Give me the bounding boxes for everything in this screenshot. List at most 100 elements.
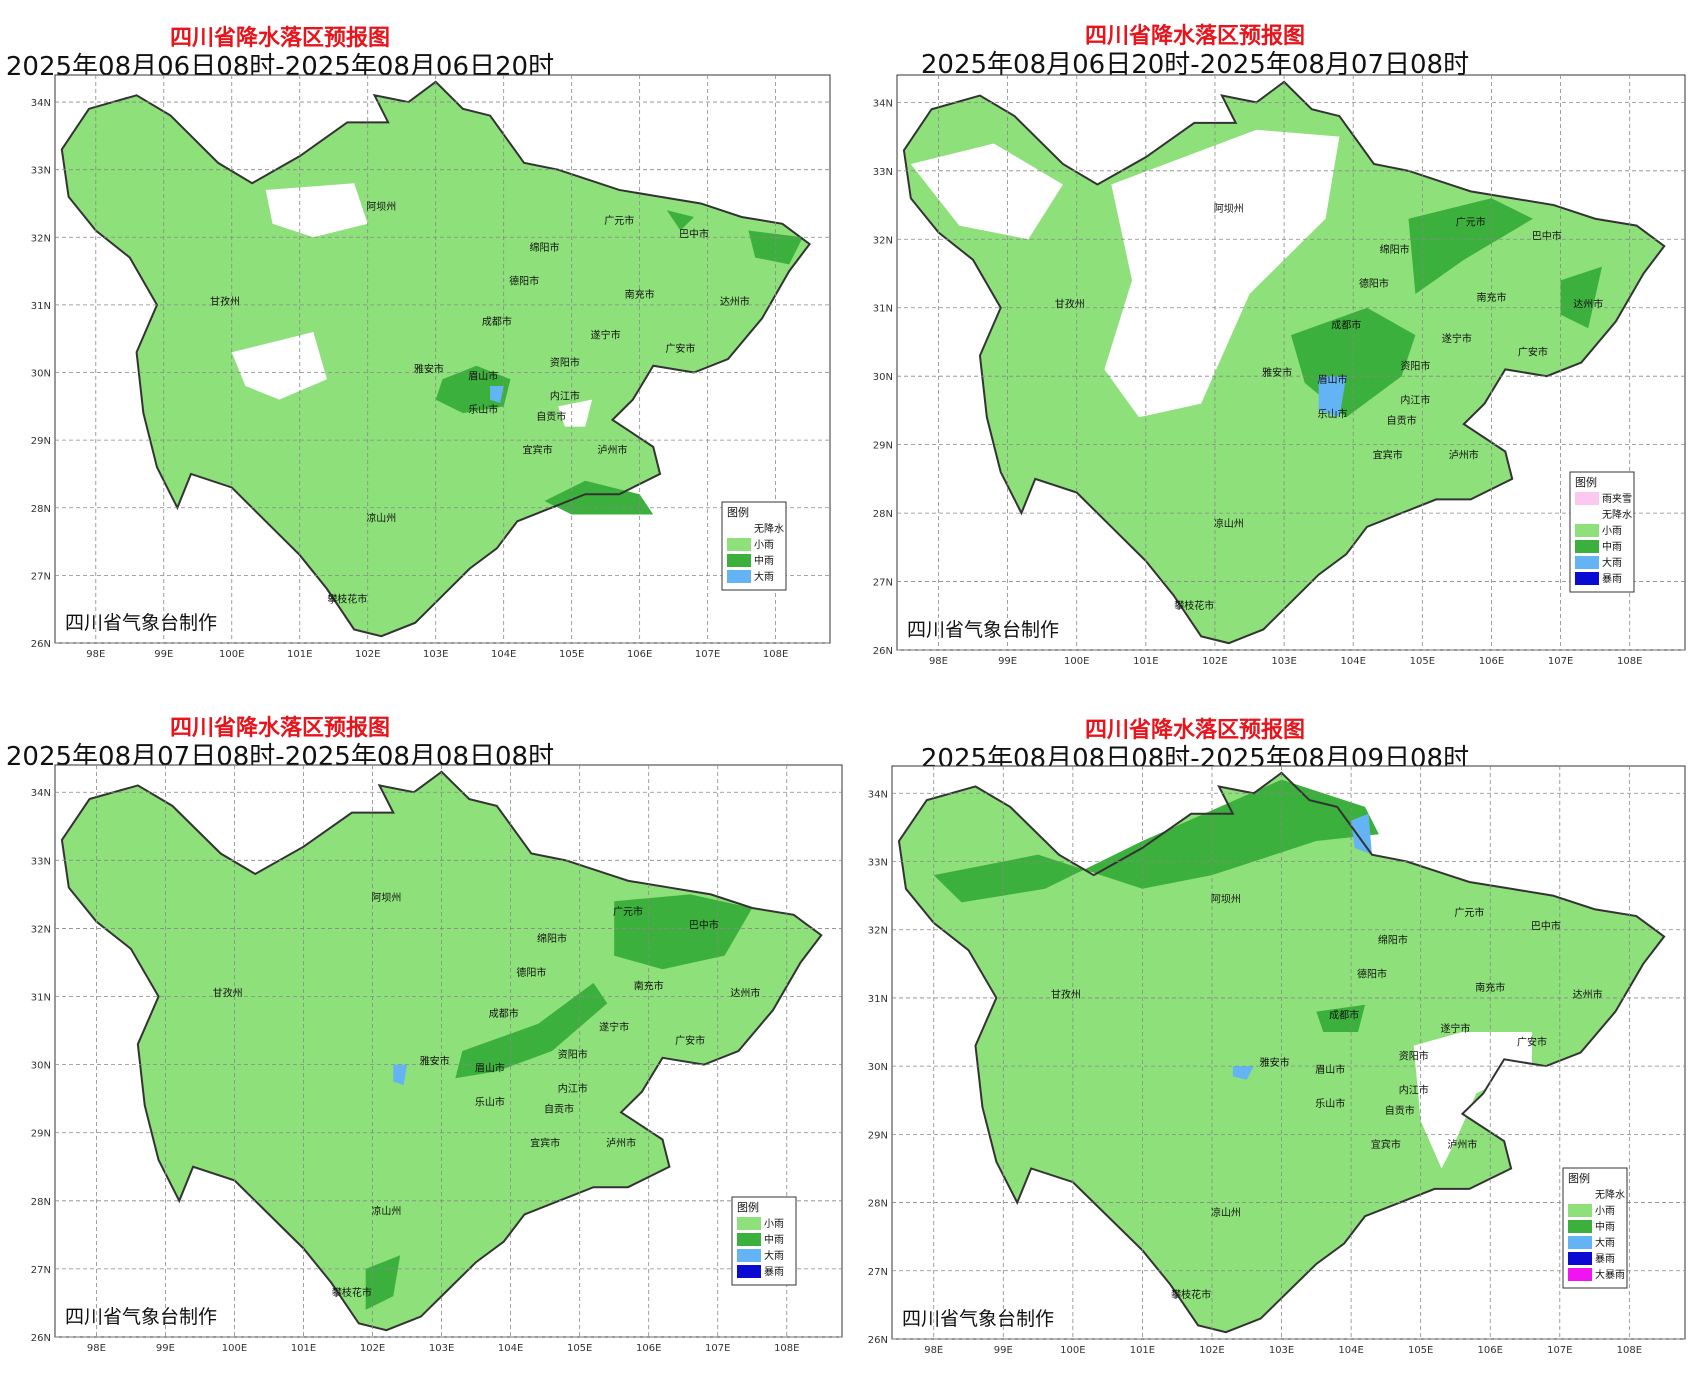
lon-tick-label: 106E [1479,656,1504,667]
legend-label: 大暴雨 [1595,1268,1625,1281]
lat-tick-label: 33N [868,858,888,869]
legend-swatch [727,554,751,567]
legend-swatch [1568,1204,1592,1217]
province-boundary [902,80,1666,645]
lon-tick-label: 108E [774,1343,799,1354]
city-label: 巴中市 [679,227,709,240]
city-label: 德阳市 [1357,967,1387,980]
city-label: 眉山市 [468,369,498,382]
city-label: 广安市 [1517,1036,1547,1049]
lon-tick-label: 108E [1617,656,1642,667]
credit-text: 四川省气象台制作 [902,1308,1054,1330]
lat-tick-label: 31N [868,994,888,1005]
forecast-panel-2: 四川省降水落区预报图 2025年08月06日20时-2025年08月07日08时… [850,0,1700,680]
lat-tick-label: 26N [873,646,893,657]
legend-label: 大雨 [754,570,774,583]
lat-tick-label: 28N [868,1199,888,1210]
city-label: 乐山市 [1315,1097,1345,1110]
panel-title: 四川省降水落区预报图 [1084,24,1305,49]
legend-label: 小雨 [764,1218,784,1230]
precip-area-heavy-rain [490,386,504,403]
city-label: 雅安市 [420,1055,450,1068]
legend-title: 图例 [737,1200,759,1214]
legend-swatch [1568,1268,1592,1281]
lat-tick-label: 31N [31,993,51,1004]
legend-title: 图例 [1568,1171,1590,1185]
city-label: 德阳市 [509,275,539,288]
city-label: 凉山州 [1214,517,1244,530]
city-label: 攀枝花市 [327,592,367,605]
precip-area-moderate-rain [1408,198,1533,295]
city-label: 泸州市 [1447,1138,1477,1151]
legend-swatch [1568,1252,1592,1265]
precip-area-no-precip [265,183,368,238]
legend-label: 小雨 [754,539,774,551]
city-label: 南充市 [1475,981,1505,994]
lat-tick-label: 29N [868,1130,888,1141]
city-label: 巴中市 [1532,229,1562,242]
legend-label: 中雨 [764,1233,784,1246]
lat-tick-label: 34N [31,788,51,799]
precip-area-heavy-rain [393,1064,408,1086]
legend-title: 图例 [727,505,749,519]
city-label: 宜宾市 [523,444,553,457]
lat-tick-label: 32N [31,924,51,935]
city-label: 攀枝花市 [1174,599,1214,612]
legend-label: 中雨 [1595,1220,1615,1233]
precip-area-moderate-rain [666,210,695,231]
precip-area-heavy-rain [1318,376,1347,418]
lat-tick-label: 28N [873,509,893,520]
city-label: 德阳市 [516,966,546,979]
city-label: 乐山市 [475,1095,505,1108]
city-label: 泸州市 [1449,448,1479,461]
lon-tick-label: 99E [994,1345,1013,1356]
lon-tick-label: 105E [559,649,584,660]
lon-tick-label: 104E [491,649,516,660]
lat-tick-label: 32N [31,233,51,244]
lat-tick-label: 29N [873,441,893,452]
precip-map: 98E 99E 100E 101E 102E 103E 104E 105E 106E 107E 10… [868,765,1686,1356]
lon-tick-label: 103E [1269,1345,1294,1356]
city-label: 达州市 [1573,298,1603,311]
city-label: 泸州市 [597,444,627,457]
precip-map: 98E 99E 100E 101E 102E 103E 104E 105E 106E 107E 10… [31,764,843,1354]
legend-label: 暴雨 [1595,1253,1615,1265]
city-label: 广元市 [1454,906,1484,919]
legend-label: 暴雨 [1602,573,1622,585]
lat-tick-label: 33N [873,167,893,178]
city-label: 凉山州 [1211,1206,1241,1219]
legend-swatch [1575,556,1599,569]
lat-tick-label: 34N [31,98,51,109]
lon-tick-label: 102E [1202,656,1227,667]
lon-tick-label: 106E [1478,1345,1503,1356]
lon-tick-label: 106E [627,649,652,660]
city-label: 遂宁市 [599,1021,629,1034]
city-label: 广元市 [613,905,643,918]
city-label: 资阳市 [1399,1049,1429,1062]
legend-swatch [1575,524,1599,537]
city-label: 成都市 [1331,318,1361,331]
precip-area-no-precip [910,143,1063,240]
city-label: 广元市 [1456,216,1486,229]
city-label: 绵阳市 [529,241,559,254]
lon-tick-label: 100E [222,1343,247,1354]
lon-tick-label: 98E [929,656,948,667]
lon-tick-label: 101E [291,1343,316,1354]
legend-label: 无降水 [1602,508,1632,521]
lon-tick-label: 104E [1338,1345,1363,1356]
city-label: 凉山州 [366,511,396,524]
legend-label: 大雨 [764,1249,784,1262]
legend-label: 中雨 [1602,540,1622,553]
legend-swatch [1568,1236,1592,1249]
lon-tick-label: 100E [1060,1345,1085,1356]
lon-tick-label: 98E [86,649,105,660]
legend-swatch [727,538,751,551]
legend-label: 小雨 [1595,1205,1615,1217]
lon-tick-label: 99E [154,649,173,660]
lon-tick-label: 103E [423,649,448,660]
lat-tick-label: 26N [31,639,51,650]
legend-label: 无降水 [1595,1188,1625,1201]
